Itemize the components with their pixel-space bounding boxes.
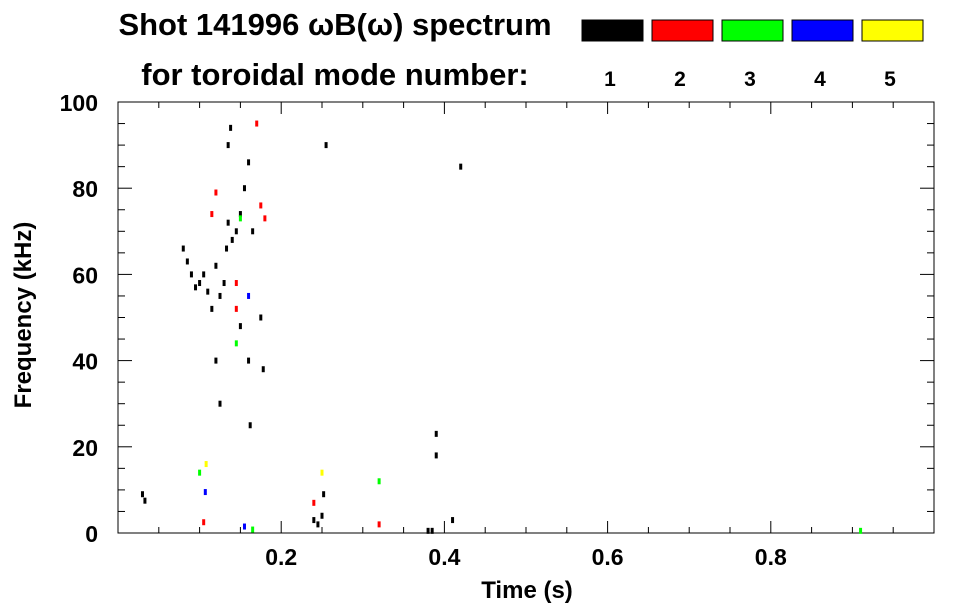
plot-frame — [117, 101, 935, 534]
chart-title: Shot 141996 ωB(ω) spectrum — [118, 7, 551, 42]
legend: 1 2 3 4 5 — [581, 19, 924, 91]
axis-ticks — [118, 101, 934, 534]
data-point-mode-1 — [322, 491, 326, 498]
data-point-mode-1 — [206, 288, 210, 295]
legend-mode-number: 2 — [674, 68, 686, 91]
data-point-mode-1 — [222, 280, 226, 287]
data-point-mode-1 — [434, 430, 438, 437]
legend-mode-number: 4 — [814, 68, 826, 91]
data-point-mode-1 — [181, 245, 185, 252]
data-point-mode-2 — [312, 499, 316, 506]
data-point-mode-3 — [377, 478, 381, 485]
data-point-mode-5 — [204, 461, 208, 468]
x-axis-label: Time (s) — [481, 577, 573, 604]
x-tick-label: 0.8 — [755, 544, 787, 570]
data-point-mode-1 — [230, 236, 234, 243]
data-point-mode-4 — [203, 489, 207, 496]
legend-swatch-mode-4 — [791, 19, 854, 42]
data-point-mode-1 — [226, 219, 230, 226]
y-tick-label: 20 — [72, 435, 98, 461]
data-point-mode-1 — [459, 163, 463, 170]
chart-subtitle: for toroidal mode number: — [141, 57, 529, 92]
data-point-mode-3 — [251, 526, 255, 533]
legend-swatch-mode-2 — [651, 19, 714, 42]
data-point-mode-3 — [859, 527, 863, 534]
data-point-mode-1 — [234, 228, 238, 235]
data-point-mode-2 — [214, 189, 218, 196]
data-point-mode-4 — [242, 523, 246, 530]
data-point-mode-1 — [185, 258, 189, 265]
data-point-mode-2 — [234, 305, 238, 312]
data-point-mode-1 — [238, 323, 242, 330]
data-point-mode-3 — [198, 469, 202, 476]
data-point-mode-1 — [226, 142, 230, 149]
data-point-mode-1 — [251, 228, 255, 235]
data-point-mode-1 — [434, 452, 438, 459]
y-tick-label: 80 — [72, 176, 98, 202]
y-axis-label: Frequency (kHz) — [10, 222, 37, 409]
data-point-mode-1 — [202, 271, 206, 278]
data-point-mode-1 — [194, 284, 198, 291]
data-point-mode-1 — [140, 491, 144, 498]
data-point-mode-1 — [189, 271, 193, 278]
x-tick-label: 0.2 — [265, 544, 297, 570]
y-tick-label: 0 — [85, 521, 98, 547]
data-point-mode-1 — [247, 159, 251, 166]
data-point-mode-1 — [225, 245, 229, 252]
legend-swatch-mode-3 — [721, 19, 784, 42]
data-point-mode-1 — [426, 527, 430, 534]
data-point-mode-1 — [324, 142, 328, 149]
data-point-mode-2 — [259, 202, 263, 209]
data-point-mode-2 — [377, 521, 381, 528]
legend-swatch-mode-5 — [861, 19, 924, 42]
data-point-mode-2 — [202, 519, 206, 526]
data-point-mode-1 — [320, 512, 324, 519]
data-point-mode-1 — [218, 400, 222, 407]
legend-mode-number: 3 — [744, 68, 756, 91]
y-tick-label: 60 — [72, 262, 98, 288]
data-point-mode-3 — [234, 340, 238, 347]
data-point-mode-3 — [238, 215, 242, 222]
data-point-mode-1 — [430, 527, 434, 534]
data-point-mode-2 — [210, 211, 214, 218]
data-point-mode-1 — [451, 517, 455, 524]
data-point-mode-1 — [229, 124, 233, 131]
x-tick-label: 0.6 — [592, 544, 624, 570]
data-point-mode-1 — [238, 211, 242, 218]
data-point-mode-2 — [255, 120, 259, 127]
y-tick-label: 100 — [60, 90, 98, 116]
legend-mode-number: 1 — [604, 68, 616, 91]
data-point-mode-4 — [247, 292, 251, 299]
legend-swatch-mode-1 — [581, 19, 644, 42]
data-point-mode-1 — [247, 357, 251, 364]
data-point-mode-1 — [259, 314, 263, 321]
x-tick-label: 0.4 — [428, 544, 460, 570]
data-point-mode-5 — [320, 469, 324, 476]
data-point-mode-1 — [143, 497, 147, 504]
data-point-mode-1 — [214, 357, 218, 364]
data-point-mode-2 — [234, 280, 238, 287]
data-point-mode-2 — [263, 215, 267, 222]
data-point-mode-1 — [218, 292, 222, 299]
y-tick-label: 40 — [72, 349, 98, 375]
data-point-mode-1 — [261, 366, 265, 373]
data-point-mode-1 — [214, 262, 218, 269]
data-point-mode-1 — [248, 422, 252, 429]
legend-mode-number: 5 — [884, 68, 896, 91]
data-point-mode-1 — [198, 280, 202, 287]
data-point-mode-1 — [316, 521, 320, 528]
data-point-mode-1 — [312, 517, 316, 524]
data-point-mode-1 — [210, 305, 214, 312]
data-point-mode-1 — [242, 185, 246, 192]
axis-tick-labels: 0.2 0.4 0.6 0.8 0 20 40 60 80 100 — [60, 90, 787, 570]
data-points — [140, 120, 863, 534]
